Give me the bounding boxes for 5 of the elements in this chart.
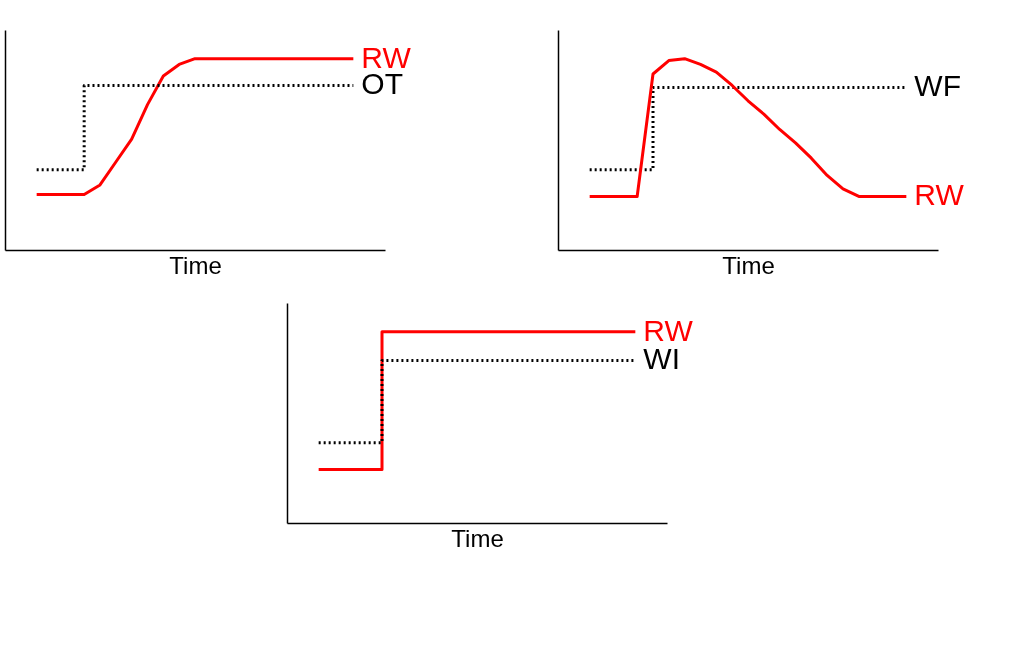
x-axis-title: Time <box>450 524 504 552</box>
x-axis-title: Time <box>722 251 775 279</box>
series-label: WF <box>914 69 961 103</box>
x-axis-title: Time <box>169 251 222 279</box>
series-label: RW <box>914 178 965 212</box>
